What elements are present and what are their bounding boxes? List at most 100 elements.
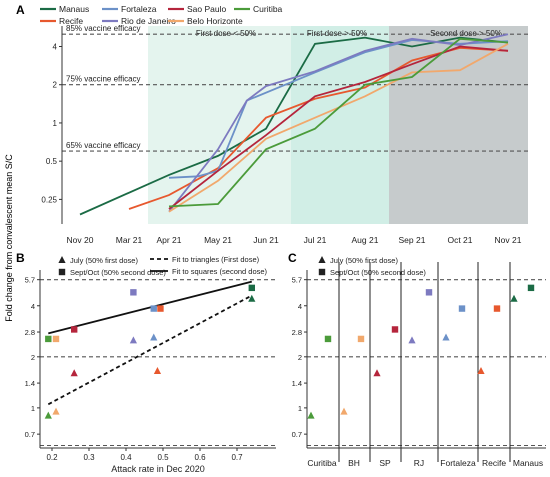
panel-c-points (307, 284, 535, 419)
series-line-manaus (79, 36, 509, 216)
x-tick-label: Nov 20 (67, 235, 94, 245)
x-tick-label: 0.4 (120, 453, 132, 462)
category-label: Curitiba (307, 458, 337, 468)
reference-line-label: 75% vaccine efficacy (66, 75, 141, 84)
legend-label: Rio de Janeiro (121, 16, 176, 26)
y-tick-label: 5.7 (292, 276, 302, 285)
y-tick-label: 0.5 (46, 157, 58, 166)
panel-b-reference-lines (40, 279, 276, 447)
series-line-sao-paulo (168, 45, 509, 210)
category-label: RJ (414, 458, 424, 468)
phase-label: First dose > 50% (307, 29, 367, 38)
triangle-point (44, 411, 52, 419)
category-label: Recife (482, 458, 506, 468)
y-tick-label: 2 (298, 353, 302, 362)
panel-a-phase-backgrounds: First dose < 50% First dose > 50% Second d… (148, 26, 528, 224)
legend-label: Sao Paulo (187, 4, 226, 14)
legend-square (58, 268, 66, 276)
legend-label: Sept/Oct (50% second dose) (330, 268, 426, 277)
legend-label: Manaus (59, 4, 89, 14)
triangle-point (340, 407, 348, 415)
x-tick-label: Aug 21 (352, 235, 379, 245)
panel-c-reference-lines (307, 279, 546, 447)
triangle-point (373, 369, 381, 377)
y-tick-label: 1 (53, 119, 58, 128)
x-tick-label: 0.6 (194, 453, 206, 462)
y-tick-label: 1 (298, 404, 302, 413)
legend-label: Fortaleza (121, 4, 157, 14)
phase-band (291, 26, 389, 224)
triangle-point (408, 336, 416, 344)
x-axis-label: Attack rate in Dec 2020 (111, 464, 205, 474)
category-label: Fortaleza (440, 458, 476, 468)
panel-a-label: A (16, 3, 25, 17)
phase-band (389, 26, 528, 224)
square-point (45, 335, 52, 343)
y-tick-label: 4 (298, 302, 302, 311)
square-point (71, 326, 78, 333)
triangle-point (307, 411, 315, 419)
x-tick-label: 0.5 (157, 453, 169, 462)
triangle-point (510, 294, 518, 302)
legend-label: July (50% first dose) (70, 256, 138, 265)
legend-triangle (58, 256, 66, 263)
panel-c-legend: July (50% first dose) Sept/Oct (50% secon… (318, 256, 426, 277)
x-tick-label: May 21 (204, 235, 232, 245)
square-point (157, 305, 164, 312)
square-point (52, 335, 60, 343)
y-tick-label: 0.25 (41, 195, 57, 204)
reference-line-label: 85% vaccine efficacy (66, 24, 141, 33)
triangle-point (70, 369, 78, 377)
y-tick-label: 2 (53, 81, 58, 90)
square-point (324, 335, 332, 343)
phase-label: First dose < 50% (196, 29, 256, 38)
y-axis-label: Fold change from convalescent mean S/C (4, 154, 14, 322)
legend-square (318, 268, 326, 276)
panel-b-label: B (16, 251, 25, 265)
y-tick-label: 0.7 (25, 430, 35, 439)
square-point (150, 305, 157, 312)
y-tick-label: 2.8 (25, 328, 35, 337)
x-tick-label: Jul 21 (304, 235, 327, 245)
square-point (425, 289, 433, 296)
panel-b-points (44, 284, 256, 419)
fit-line-second-dose (48, 280, 253, 335)
triangle-point (248, 294, 256, 302)
y-tick-label: 2.8 (292, 328, 302, 337)
x-tick-label: Nov 21 (495, 235, 522, 245)
panel-a-series (79, 33, 509, 216)
triangle-point (153, 366, 162, 374)
square-point (248, 284, 255, 292)
category-label: Manaus (513, 458, 543, 468)
legend-label: Sept/Oct (50% second dose) (70, 268, 166, 277)
panel-c-axes: 0.7 1 1.4 2 2.8 4 5.7 Curitiba BH SP RJ Fortaleza Re… (292, 262, 546, 468)
triangle-point (52, 407, 60, 415)
panel-a-axes: 0.25 0.5 1 2 4 Nov 20 Mar 21 Apr 21 May 21 Jun 21… (41, 26, 522, 245)
fit-line-first-dose (47, 294, 253, 406)
x-tick-label: Mar 21 (116, 235, 143, 245)
phase-label: Second dose > 50% (430, 29, 502, 38)
panel-b-legend: July (50% first dose) Sept/Oct (50% secon… (58, 255, 268, 277)
square-point (458, 305, 466, 312)
x-tick-label: Oct 21 (447, 235, 472, 245)
y-tick-label: 1.4 (292, 379, 302, 388)
series-line-rio-de-janeiro (168, 33, 509, 213)
x-tick-label: Apr 21 (156, 235, 181, 245)
category-label: BH (348, 458, 360, 468)
y-tick-label: 4 (53, 42, 58, 51)
triangle-point (442, 333, 450, 341)
square-point (391, 326, 399, 333)
panel-c-label: C (288, 251, 297, 265)
legend-label: Recife (59, 16, 83, 26)
square-point (493, 305, 501, 312)
series-line-curitiba (168, 37, 509, 208)
triangle-point (477, 366, 485, 374)
square-point (527, 284, 535, 292)
category-label: SP (379, 458, 391, 468)
panel-a-reference-lines: 85% vaccine efficacy 75% vaccine efficacy… (62, 24, 528, 152)
x-tick-label: 0.2 (46, 453, 58, 462)
panel-a-legend: Manaus Fortaleza Sao Paulo Curitiba Recife Ri… (40, 4, 283, 26)
y-tick-label: 1 (31, 404, 35, 413)
y-tick-label: 5.7 (25, 276, 35, 285)
y-tick-label: 2 (31, 353, 35, 362)
